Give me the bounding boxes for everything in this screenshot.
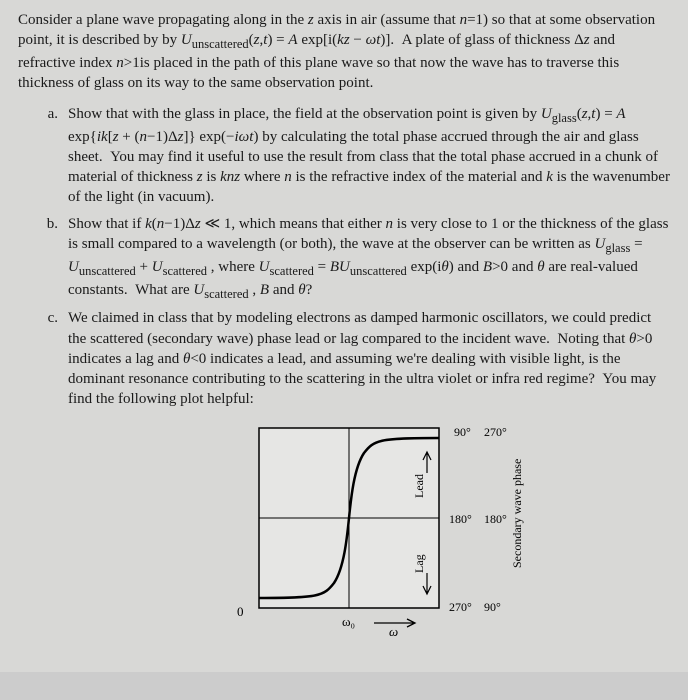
right-tick-90: 90° [484,600,501,614]
item-label: b. [18,214,68,303]
x-origin-label: 0 [237,604,244,619]
x-w-label: ω [389,624,398,639]
item-body: Show that with the glass in place, the f… [68,104,670,208]
item-body: Show that if k(n−1)Δz ≪ 1, which means t… [68,214,670,303]
phase-plot-figure: 90° 180° 270° 270° 180° 90° Lead Lag Sec… [68,418,670,648]
left-tick-270: 270° [449,600,472,614]
item-body: We claimed in class that by modeling ele… [68,308,670,647]
list-item-c: c. We claimed in class that by modeling … [18,308,670,647]
intro-text: Consider a plane wave propagating along … [18,12,655,91]
lag-label: Lag [412,554,426,573]
document-page: Consider a plane wave propagating along … [0,0,688,672]
phase-plot-svg: 90° 180° 270° 270° 180° 90° Lead Lag Sec… [199,418,539,648]
intro-paragraph: Consider a plane wave propagating along … [18,10,670,94]
lead-label: Lead [412,474,426,498]
item-label: a. [18,104,68,208]
right-tick-180: 180° [484,512,507,526]
x-w0-label: ω₀ [342,614,355,629]
left-tick-180: 180° [449,512,472,526]
right-axis-label: Secondary wave phase [510,458,524,567]
item-label: c. [18,308,68,647]
right-tick-270: 270° [484,425,507,439]
list-item-b: b. Show that if k(n−1)Δz ≪ 1, which mean… [18,214,670,303]
left-tick-90: 90° [454,425,471,439]
list-item-a: a. Show that with the glass in place, th… [18,104,670,208]
